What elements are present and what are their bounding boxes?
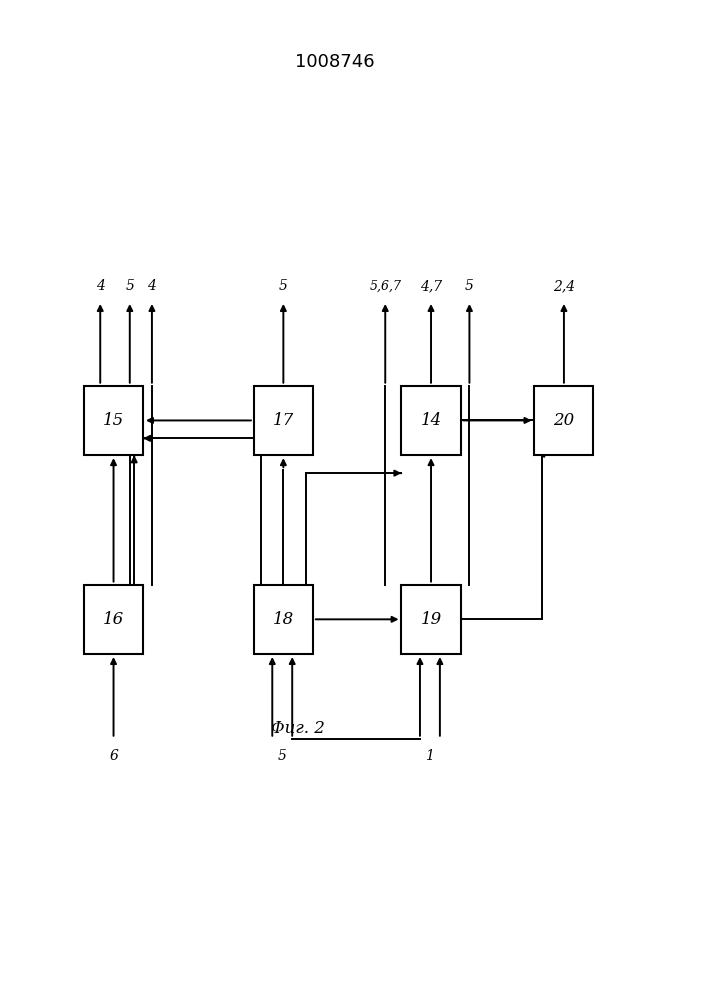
Text: Φиг. 2: Φиг. 2 [271, 720, 325, 737]
Text: 4: 4 [96, 279, 105, 293]
Text: 1008746: 1008746 [296, 53, 375, 71]
Text: 6: 6 [109, 749, 118, 763]
Bar [84, 585, 143, 654]
Text: 5: 5 [279, 279, 288, 293]
Text: 4: 4 [148, 279, 156, 293]
Bar [402, 585, 460, 654]
Text: 17: 17 [273, 412, 294, 429]
Text: 1: 1 [425, 749, 434, 763]
Text: 5: 5 [125, 279, 134, 293]
Text: 20: 20 [554, 412, 575, 429]
Bar [402, 386, 460, 455]
Text: 4,7: 4,7 [420, 279, 442, 293]
Text: 16: 16 [103, 611, 124, 628]
Text: 5: 5 [465, 279, 474, 293]
Text: 2,4: 2,4 [553, 279, 575, 293]
Text: 18: 18 [273, 611, 294, 628]
Bar [254, 386, 313, 455]
Text: 19: 19 [421, 611, 442, 628]
Text: 5: 5 [277, 749, 286, 763]
Text: 5,6,7: 5,6,7 [369, 280, 402, 293]
Text: 15: 15 [103, 412, 124, 429]
Bar [254, 585, 313, 654]
Bar [534, 386, 593, 455]
Text: 14: 14 [421, 412, 442, 429]
Bar [84, 386, 143, 455]
